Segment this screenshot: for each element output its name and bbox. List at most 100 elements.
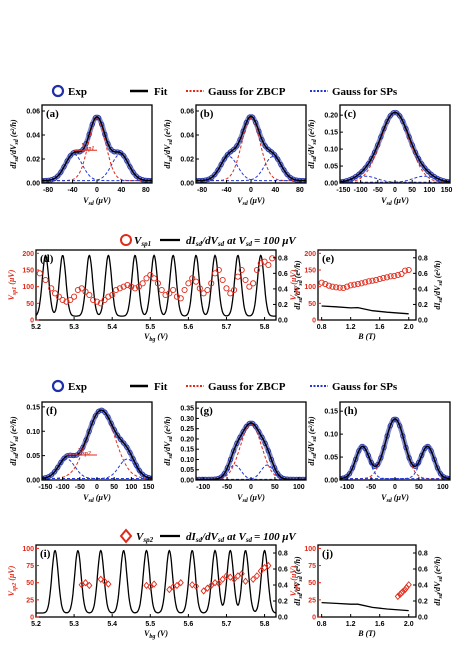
- y-right-tick-label: 0.2: [278, 599, 288, 606]
- x-tick-label: -100: [196, 484, 210, 491]
- exp-point: [256, 429, 262, 435]
- vsp-point: [93, 298, 101, 305]
- axes-frame: [317, 544, 417, 618]
- vsp-point: [151, 580, 158, 588]
- vsp-point: [158, 286, 165, 294]
- vsp-point: [227, 573, 234, 581]
- zbcp-gauss: [196, 117, 306, 182]
- exp-data: [42, 114, 152, 183]
- vsp-point: [351, 281, 358, 288]
- vsp-point: [36, 270, 43, 277]
- x-tick-label: -40: [221, 187, 231, 194]
- x-tick-label: 5.2: [31, 621, 41, 628]
- y-tick-label: 0.02: [180, 157, 194, 164]
- vsp-point: [177, 579, 184, 587]
- x-tick-label: 5.2: [31, 324, 41, 331]
- y-tick-label: 0.15: [180, 447, 194, 454]
- x-tick-label: 5.8: [260, 621, 270, 628]
- vsp-point: [192, 582, 200, 590]
- exp-point: [70, 150, 77, 156]
- panel-label: (d): [40, 253, 54, 265]
- exp-point: [428, 448, 434, 454]
- x-tick-label: 1.2: [346, 621, 356, 628]
- x-tick-label: 2.0: [404, 324, 414, 331]
- x-tick-label: -100: [340, 484, 354, 491]
- x-tick-label: 0.8: [317, 324, 327, 331]
- x-tick-label: 0.8: [317, 621, 327, 628]
- exp-point: [271, 465, 278, 471]
- x-tick-label: 100: [424, 187, 436, 194]
- didv-line: [321, 305, 409, 315]
- exp-point: [262, 143, 268, 149]
- panel-label: (f): [46, 405, 57, 417]
- plot-area: [42, 114, 152, 183]
- x-tick-label: 50: [415, 484, 423, 491]
- exp-point: [425, 168, 431, 175]
- vsp-point: [387, 273, 394, 280]
- exp-point: [124, 158, 130, 164]
- vsp-point: [322, 280, 329, 288]
- exp-point: [362, 165, 368, 171]
- vsp-point: [147, 583, 154, 591]
- panel-b: -80 -40 0 40 80 0.00 0.02 0.04 0.06 Vsd (μV) dIsd/…: [163, 104, 307, 207]
- zbcp-gauss: [196, 423, 306, 480]
- legend-zbcp-label: Gauss for ZBCP: [208, 86, 286, 98]
- x-axis-label: Vsd (μV): [237, 493, 265, 504]
- legend-exp-label-2: Exp: [68, 381, 87, 393]
- x-tick-label: -80: [197, 187, 207, 194]
- x-tick-label: 40: [118, 187, 126, 194]
- axes-frame: [317, 249, 417, 321]
- vsp-point: [238, 266, 245, 274]
- vsp-point: [398, 270, 405, 278]
- x-tick-label: 5.3: [69, 621, 79, 628]
- x-tick-label: 50: [110, 484, 118, 491]
- panel-label: (a): [46, 108, 59, 120]
- y-left-tick-label: 75: [308, 563, 316, 570]
- exp-point: [362, 445, 368, 452]
- exp-point: [234, 143, 240, 149]
- vsp-point: [399, 587, 407, 596]
- exp-point: [284, 171, 290, 178]
- legend-vsp1-label: Vsp1: [134, 235, 151, 248]
- y-right-tick-label: 0.0: [278, 318, 288, 325]
- exp-point: [212, 171, 218, 178]
- exp-point: [117, 150, 124, 156]
- vsp-point: [402, 267, 409, 274]
- x-tick-label: -50: [366, 484, 376, 491]
- vsp-point: [82, 579, 89, 587]
- panel-label: (j): [322, 548, 333, 560]
- y-axis-label: dIsd/dVsd (e²/h): [9, 119, 20, 169]
- exp-point: [375, 461, 381, 468]
- exp-point: [108, 420, 114, 426]
- exp-point: [117, 436, 124, 442]
- axes-frame: [35, 249, 277, 321]
- x-tick-label: 5.5: [145, 621, 155, 628]
- y-tick-label: 0.15: [324, 409, 338, 416]
- x-tick-label: 5.3: [69, 324, 79, 331]
- exp-point: [234, 440, 240, 446]
- x-tick-label: 0: [95, 187, 99, 194]
- y-tick-label: 0.10: [324, 147, 338, 154]
- x-tick-label: 50: [408, 187, 416, 194]
- didv-line: [321, 601, 409, 612]
- y-left-tick-label: 150: [22, 268, 34, 275]
- vsp-point: [376, 275, 383, 283]
- fit-line: [340, 111, 450, 183]
- vsp-point: [82, 288, 89, 295]
- exp-point: [111, 427, 117, 433]
- y-tick-label: 0.10: [26, 429, 40, 436]
- exp-point: [365, 452, 371, 458]
- exp-point: [265, 448, 271, 454]
- vsp-point: [189, 275, 196, 282]
- y-right-tick-label: 0.0: [278, 615, 288, 622]
- exp-point: [227, 456, 234, 463]
- y-left-tick-label: 100: [22, 284, 34, 291]
- vsp-point: [231, 575, 238, 583]
- legend-didv-label-2: dIsd/dVsd at Vsd = 100 μV: [186, 531, 297, 544]
- vsp-point: [253, 266, 261, 274]
- vsp-point: [265, 561, 272, 570]
- vsp-point: [63, 298, 70, 305]
- fit-line: [196, 422, 306, 480]
- y-right-axis-label: dIsd/dVsd (e²/h): [293, 556, 304, 606]
